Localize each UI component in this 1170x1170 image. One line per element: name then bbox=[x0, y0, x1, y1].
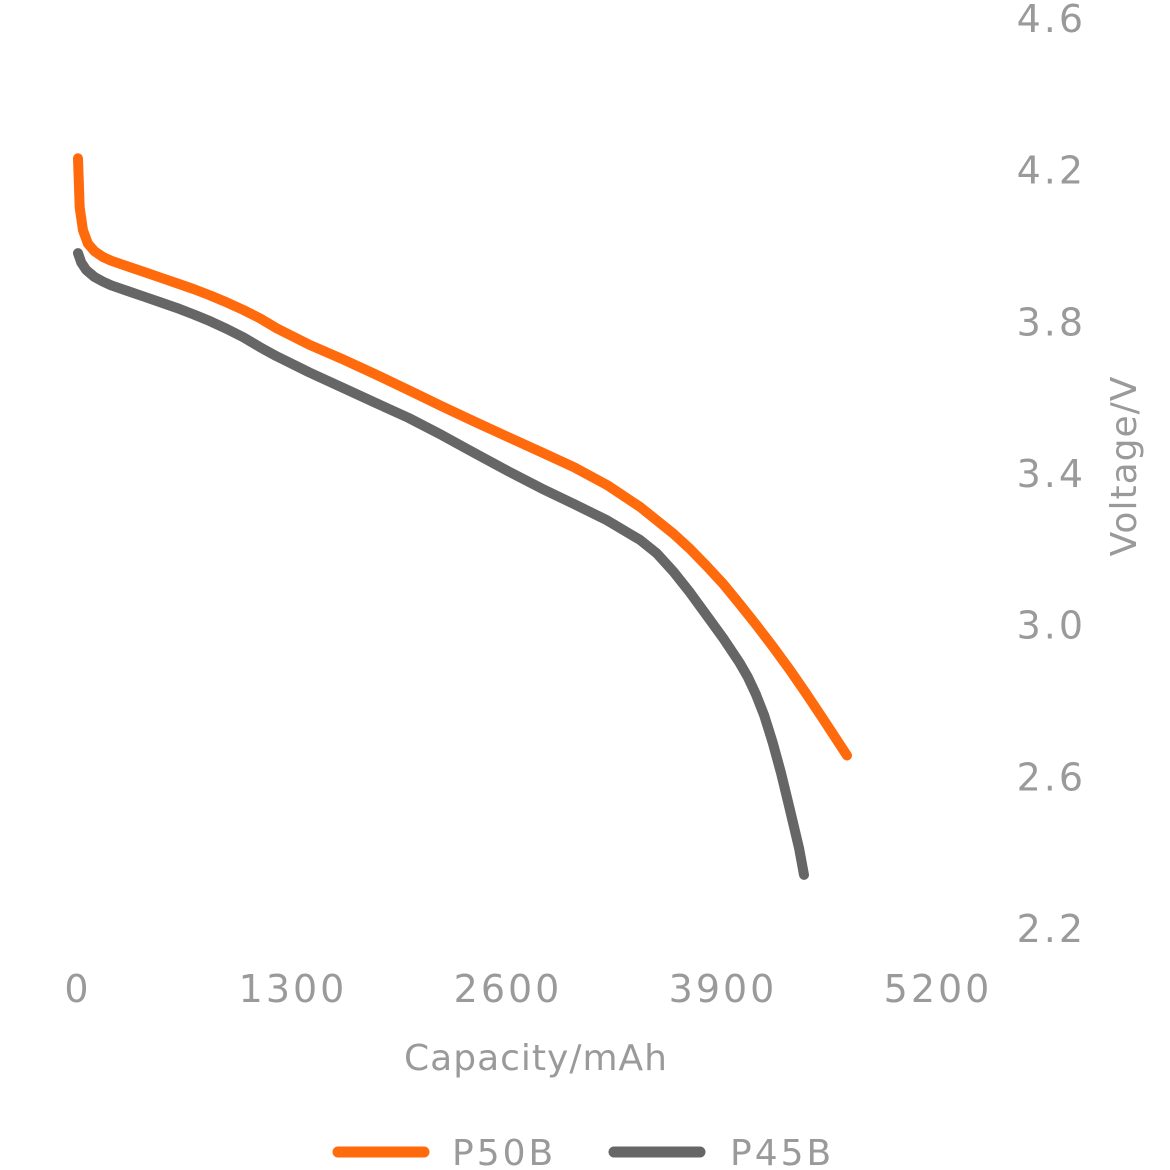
series-line-p50b bbox=[73, 153, 852, 761]
y-tick-label: 2.6 bbox=[1017, 755, 1086, 799]
x-axis-title: Capacity/mAh bbox=[404, 1038, 668, 1079]
x-tick-label: 5200 bbox=[884, 967, 993, 1011]
x-tick-label: 2600 bbox=[454, 967, 563, 1011]
series-line-p45b bbox=[73, 248, 809, 880]
legend-label-p45b: P45B bbox=[730, 1133, 834, 1170]
y-tick-label: 4.2 bbox=[1017, 149, 1086, 193]
y-tick-label: 3.8 bbox=[1017, 300, 1086, 344]
x-axis-ticks: 0 1300 2600 3900 5200 bbox=[64, 967, 993, 1011]
y-tick-label: 3.4 bbox=[1017, 452, 1086, 496]
y-tick-label: 3.0 bbox=[1017, 604, 1086, 648]
y-axis-ticks: 2.2 2.6 3.0 3.4 3.8 4.2 4.6 bbox=[1017, 0, 1086, 951]
series-layer bbox=[73, 153, 852, 880]
x-tick-label: 3900 bbox=[669, 967, 778, 1011]
y-tick-label: 4.6 bbox=[1017, 0, 1086, 41]
y-tick-label: 2.2 bbox=[1017, 907, 1086, 951]
legend-label-p50b: P50B bbox=[452, 1133, 556, 1170]
legend: P50B P45B bbox=[332, 1133, 834, 1170]
x-tick-label: 0 bbox=[64, 967, 91, 1011]
x-tick-label: 1300 bbox=[239, 967, 348, 1011]
y-axis-title: Voltage/V bbox=[1104, 376, 1145, 557]
